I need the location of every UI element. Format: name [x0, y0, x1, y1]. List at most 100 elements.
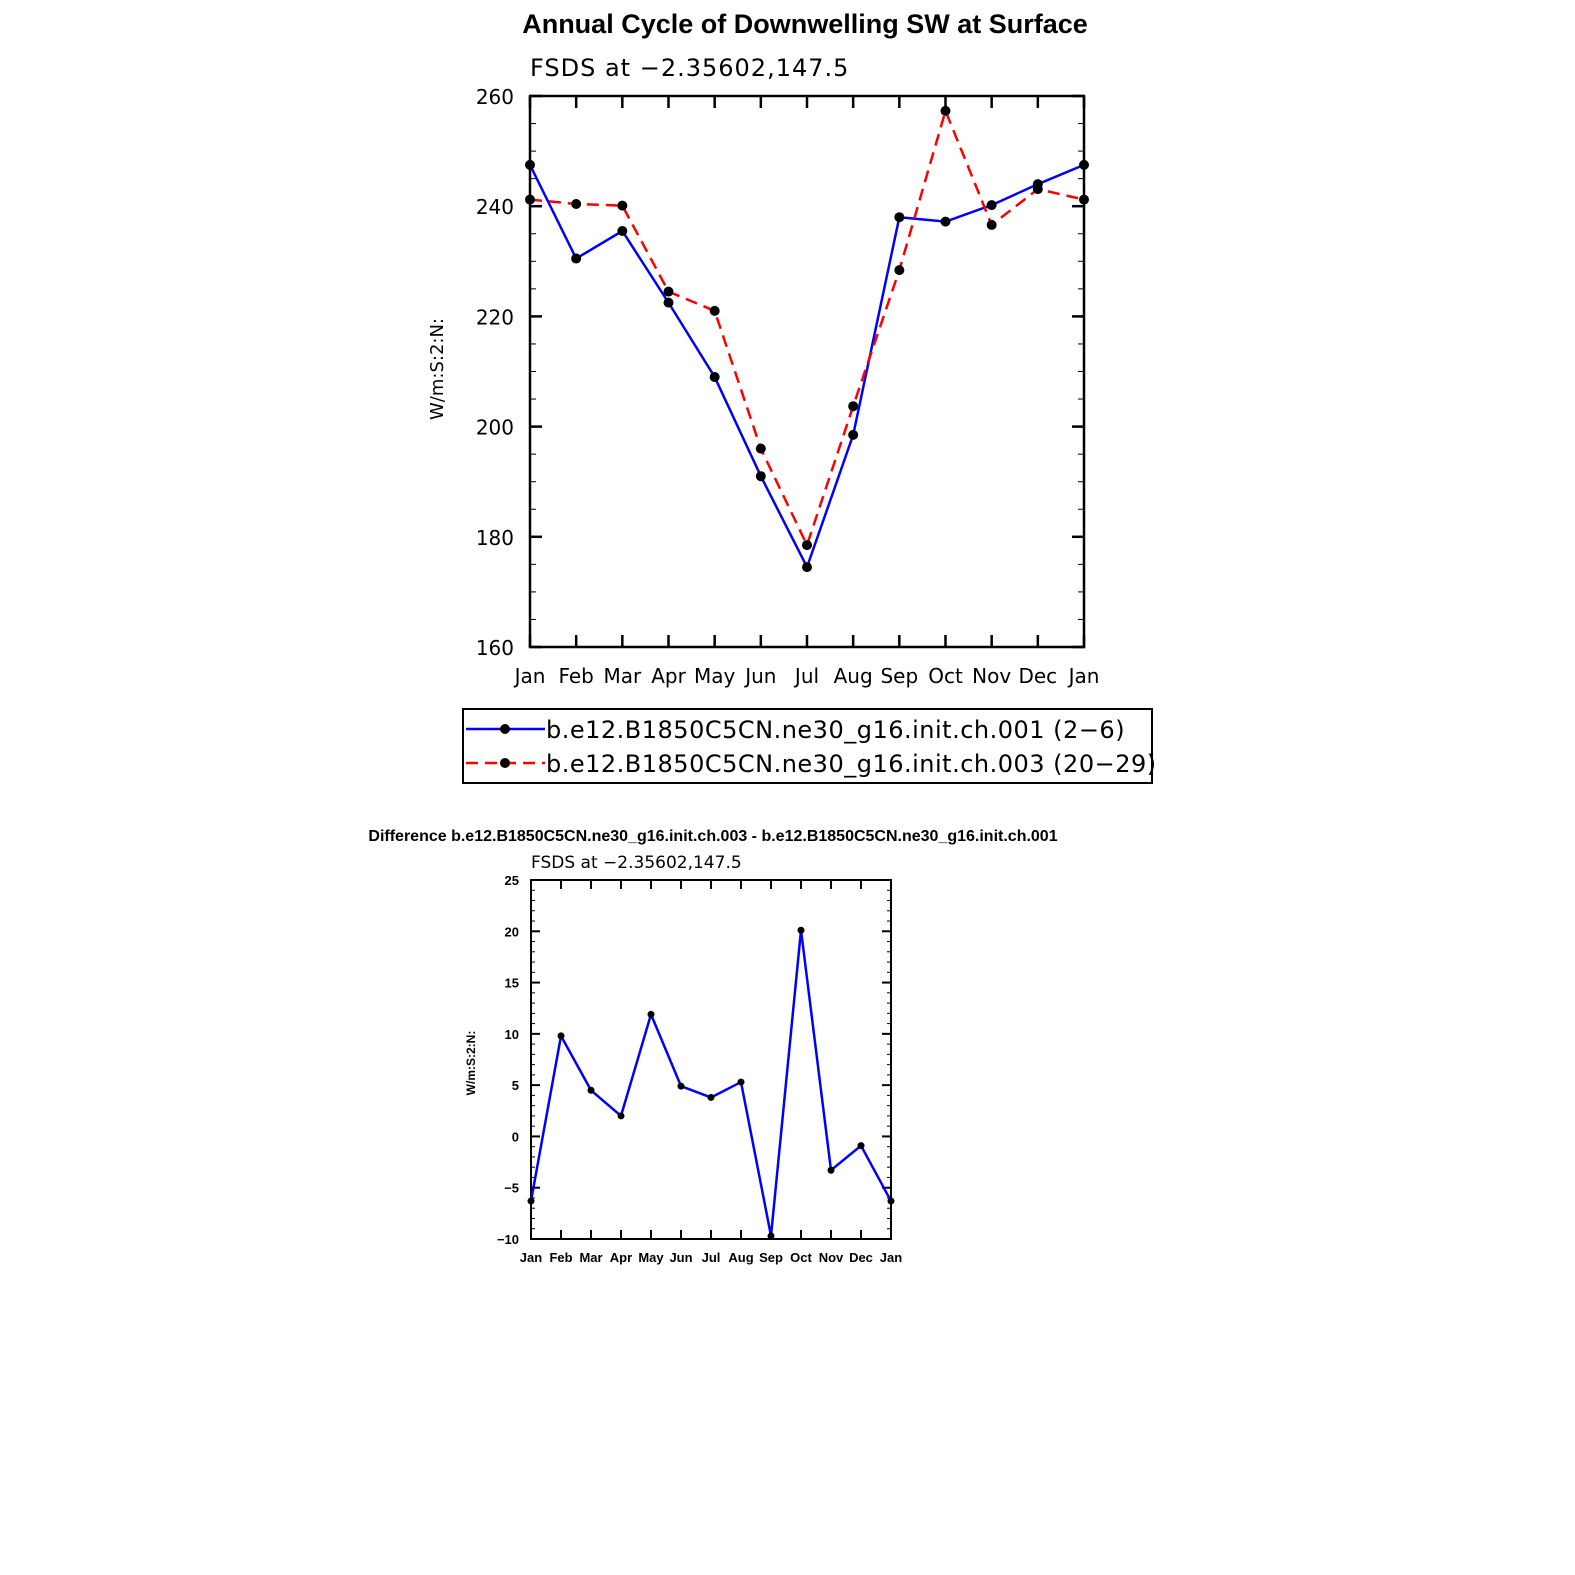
data-point-series-2	[986, 219, 997, 230]
data-point-series-1	[887, 1197, 895, 1205]
x-tick-label: Aug	[834, 664, 873, 688]
y-tick-label: 260	[476, 85, 514, 109]
data-point-series-2	[663, 286, 674, 297]
data-point-series-2	[525, 194, 535, 205]
data-point-series-1	[986, 200, 997, 211]
data-point-series-2	[894, 265, 905, 276]
difference-axes	[530, 879, 892, 1240]
data-point-series-1	[557, 1032, 565, 1040]
data-point-series-1	[767, 1232, 775, 1240]
legend-label-series-1: b.e12.B1850C5CN.ne30_g16.init.ch.001 (2−…	[546, 716, 1125, 744]
y-tick-label: 180	[476, 526, 514, 550]
data-point-series-1	[647, 1010, 655, 1018]
x-tick-label: Jan	[880, 1250, 902, 1265]
difference-title: Difference b.e12.B1850C5CN.ne30_g16.init…	[368, 828, 1057, 845]
data-point-series-1	[755, 471, 766, 482]
difference-series-layer	[527, 926, 895, 1240]
x-tick-label: Jan	[520, 1250, 542, 1265]
tick-labels: Jan Feb Mar Apr May Jun Jul Aug Sep Oct Nov Dec Jan 1…	[476, 85, 1100, 688]
x-tick-label: Feb	[558, 664, 593, 688]
data-point-series-2	[571, 198, 582, 209]
y-axis-label: W/m:S:2:N:	[427, 318, 448, 420]
y-tick-label: 25	[505, 873, 519, 888]
data-point-series-2	[755, 443, 766, 454]
data-point-series-1	[587, 1086, 595, 1094]
legend-box	[462, 708, 1153, 784]
data-point-series-2	[940, 105, 951, 116]
data-point-series-1	[707, 1093, 715, 1101]
x-tick-label: Jul	[793, 664, 819, 688]
x-tick-label: May	[694, 664, 736, 688]
y-tick-label: −10	[497, 1232, 519, 1247]
difference-chart: Difference b.e12.B1850C5CN.ne30_g16.init…	[368, 828, 1057, 1265]
plot-frame	[530, 879, 892, 1240]
data-point-series-1	[709, 372, 720, 383]
x-tick-label: Mar	[603, 664, 642, 688]
series-layer	[525, 105, 1089, 573]
data-point-series-1	[571, 253, 582, 264]
data-point-series-1	[857, 1142, 865, 1150]
series-line-2	[529, 107, 1085, 549]
chart-title: Annual Cycle of Downwelling SW at Surfac…	[522, 9, 1088, 39]
legend: b.e12.B1850C5CN.ne30_g16.init.ch.001 (2−…	[462, 708, 1157, 784]
x-tick-label: Nov	[819, 1250, 844, 1265]
y-tick-label: 10	[505, 1027, 519, 1042]
legend-label-series-2: b.e12.B1850C5CN.ne30_g16.init.ch.003 (20…	[546, 750, 1157, 778]
x-tick-label: Oct	[790, 1250, 812, 1265]
x-tick-label: Sep	[759, 1250, 783, 1265]
data-point-series-1	[527, 1197, 535, 1205]
y-tick-label: 160	[476, 636, 514, 660]
series-line-1	[528, 163, 1085, 571]
data-point-series-1	[827, 1166, 835, 1174]
legend-marker-series-1	[500, 724, 510, 734]
chart-subtitle: FSDS at −2.35602,147.5	[530, 54, 849, 82]
x-tick-label: Jun	[743, 664, 776, 688]
difference-subtitle: FSDS at −2.35602,147.5	[531, 853, 742, 873]
data-point-series-1	[525, 159, 535, 170]
y-tick-label: 20	[505, 924, 519, 939]
data-point-series-2	[1032, 184, 1043, 195]
data-point-series-1	[802, 562, 812, 573]
x-tick-label: Nov	[972, 664, 1011, 688]
x-tick-label: Jan	[513, 664, 546, 688]
x-tick-label: Dec	[1018, 664, 1057, 688]
x-tick-label: Mar	[579, 1250, 602, 1265]
data-point-series-1	[940, 216, 951, 227]
x-tick-label: Oct	[928, 664, 963, 688]
data-point-series-2	[709, 305, 720, 316]
data-point-series-1	[617, 1112, 625, 1120]
y-tick-label: 5	[512, 1078, 519, 1093]
data-point-series-1	[848, 429, 859, 440]
data-point-series-2	[802, 540, 812, 551]
axes	[528, 94, 1086, 649]
data-point-series-1	[797, 926, 805, 934]
series-line-1	[529, 930, 893, 1237]
x-tick-label: Feb	[549, 1250, 572, 1265]
y-tick-label: 15	[505, 976, 519, 991]
y-tick-label: 220	[476, 305, 514, 329]
y-tick-label: −5	[504, 1181, 519, 1196]
x-tick-label: Jun	[669, 1250, 692, 1265]
data-point-series-1	[617, 225, 628, 236]
x-tick-label: Jul	[702, 1250, 721, 1265]
x-tick-label: Jan	[1067, 664, 1100, 688]
y-tick-label: 200	[476, 416, 514, 440]
y-tick-label: 0	[512, 1129, 519, 1144]
data-point-series-1	[737, 1078, 745, 1086]
x-tick-label: Apr	[651, 664, 686, 688]
x-tick-label: Aug	[728, 1250, 753, 1265]
data-point-series-2	[1079, 194, 1089, 205]
data-point-series-1	[663, 297, 674, 308]
difference-y-axis-label: W/m:S:2:N:	[464, 1031, 478, 1096]
x-tick-label: Sep	[880, 664, 918, 688]
x-tick-label: May	[638, 1250, 664, 1265]
data-point-series-1	[677, 1082, 685, 1090]
difference-tick-labels: Jan Feb Mar Apr May Jun Jul Aug Sep Oct Nov Dec Jan−…	[497, 873, 902, 1265]
data-point-series-2	[617, 200, 628, 211]
data-point-series-1	[1079, 159, 1089, 170]
data-point-series-1	[894, 212, 905, 223]
data-point-series-2	[848, 401, 859, 412]
annual-cycle-chart: Annual Cycle of Downwelling SW at Surfac…	[427, 9, 1157, 784]
y-tick-label: 240	[476, 195, 514, 219]
